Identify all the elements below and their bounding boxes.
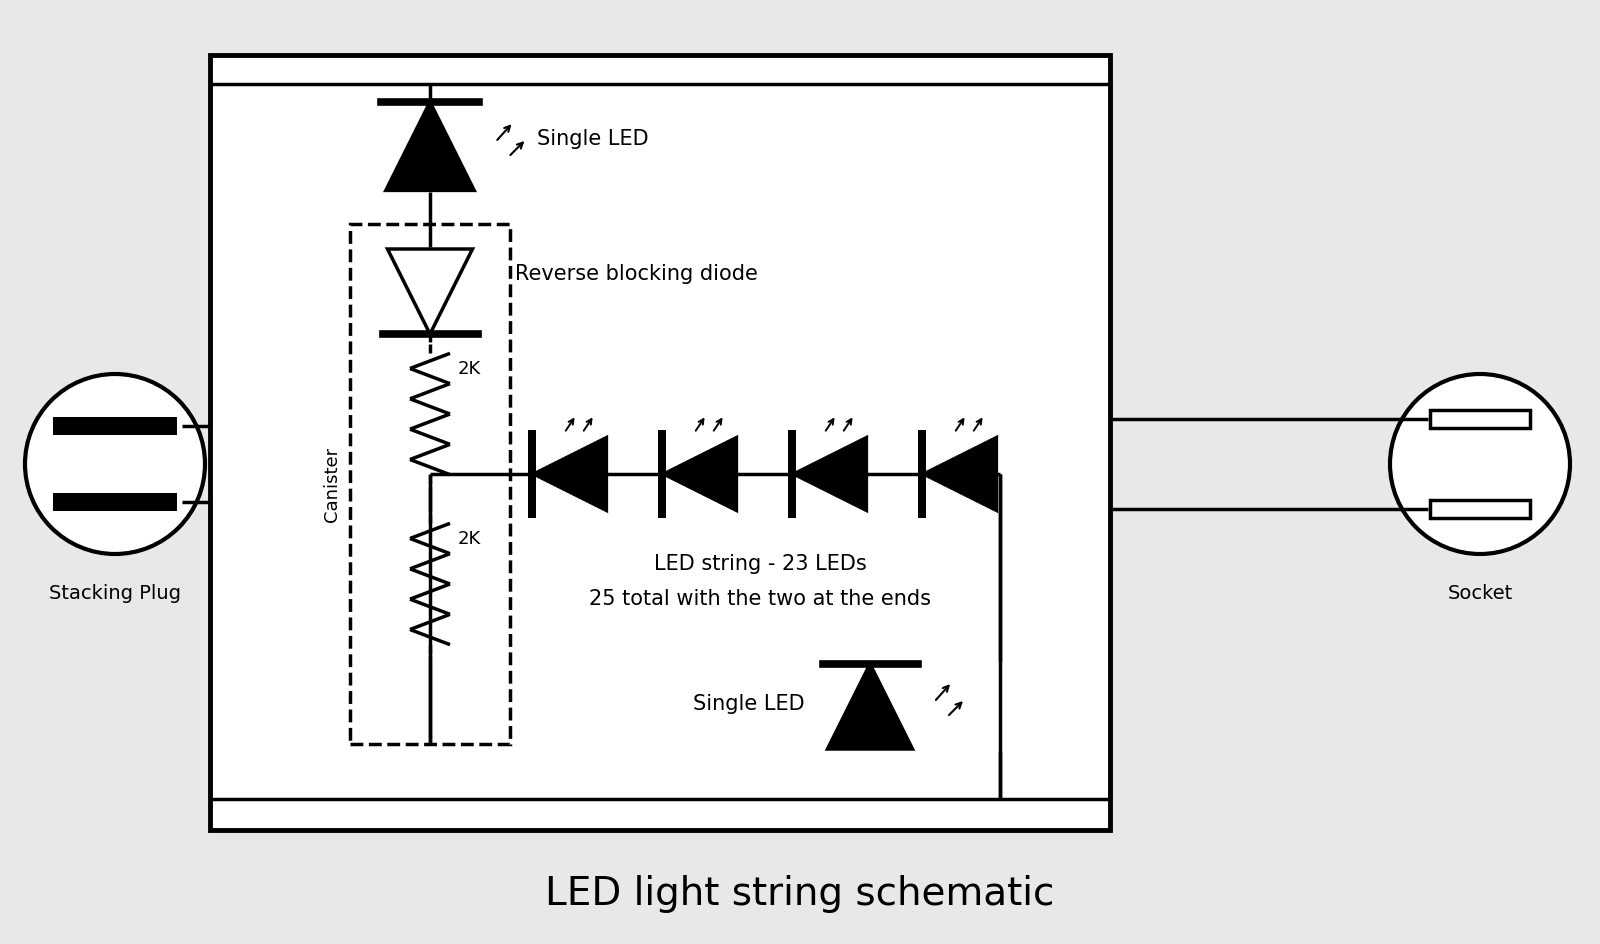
Circle shape — [1390, 374, 1570, 554]
Text: 2K: 2K — [458, 360, 482, 378]
Bar — [1430, 410, 1530, 428]
Bar — [1430, 500, 1530, 518]
Text: LED light string schematic: LED light string schematic — [546, 875, 1054, 913]
Polygon shape — [664, 438, 736, 511]
Bar — [210, 55, 1110, 830]
Polygon shape — [827, 664, 912, 749]
Polygon shape — [386, 102, 474, 191]
Bar — [350, 224, 510, 744]
Polygon shape — [534, 438, 606, 511]
Text: LED string - 23 LEDs: LED string - 23 LEDs — [654, 554, 866, 574]
Bar — [53, 417, 178, 435]
Bar — [53, 493, 178, 511]
Text: 25 total with the two at the ends: 25 total with the two at the ends — [589, 589, 931, 609]
Polygon shape — [923, 438, 997, 511]
Text: Canister: Canister — [323, 447, 341, 522]
Polygon shape — [794, 438, 867, 511]
Text: Single LED: Single LED — [693, 694, 805, 714]
Text: Stacking Plug: Stacking Plug — [50, 584, 181, 603]
Text: Reverse blocking diode: Reverse blocking diode — [515, 264, 758, 284]
Text: Socket: Socket — [1448, 584, 1512, 603]
Circle shape — [26, 374, 205, 554]
Polygon shape — [387, 249, 472, 334]
Text: Single LED: Single LED — [538, 129, 648, 149]
Text: 2K: 2K — [458, 530, 482, 548]
